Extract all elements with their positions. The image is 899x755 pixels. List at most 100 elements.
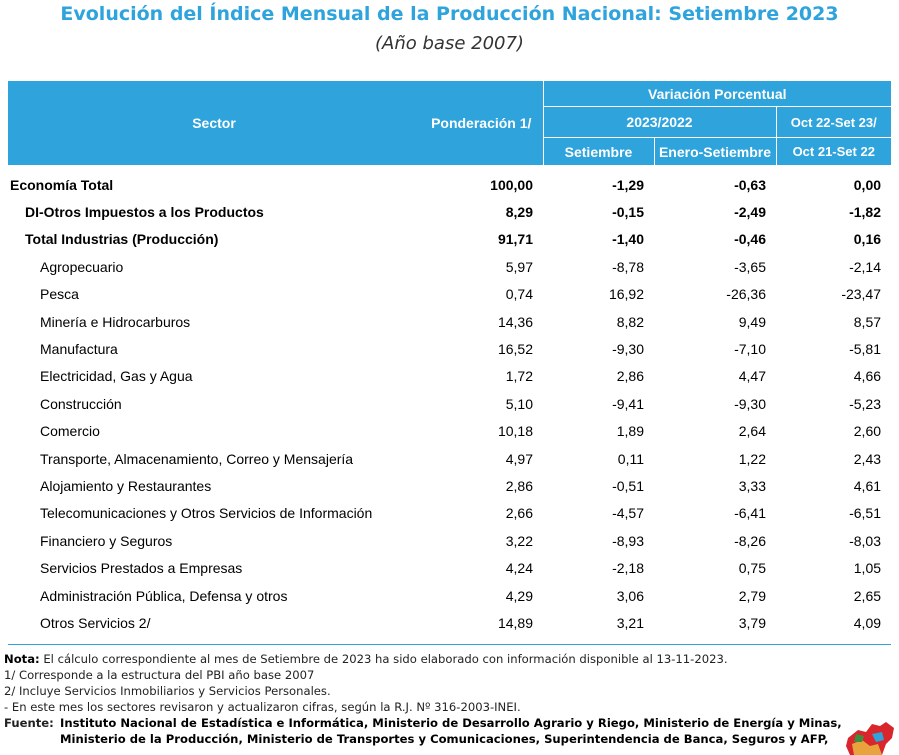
peru-map-icon	[846, 722, 894, 755]
table-row: Administración Pública, Defensa y otros …	[8, 582, 891, 609]
enero-setiembre-cell: 9,49	[738, 313, 766, 330]
anual-cell: 1,05	[853, 560, 882, 577]
ponderacion-cell: 100,00	[490, 176, 533, 193]
header-oct-bottom: Oct 21-Set 22	[775, 137, 892, 165]
setiembre-cell: -4,57	[612, 505, 644, 522]
sector-cell: Telecomunicaciones y Otros Servicios de …	[40, 505, 373, 522]
fuente-text: Instituto Nacional de Estadística e Info…	[60, 715, 842, 747]
ponderacion-cell: 14,89	[497, 614, 533, 631]
anual-cell: -1,82	[849, 204, 882, 221]
enero-setiembre-cell: 4,47	[738, 368, 766, 385]
nota-text: El cálculo correspondiente al mes de Set…	[43, 652, 728, 666]
table-row: Financiero y Seguros 3,22 -8,93 -8,26 -8…	[8, 527, 891, 554]
setiembre-cell: -8,93	[612, 532, 644, 549]
enero-setiembre-cell: -8,26	[734, 532, 766, 549]
setiembre-cell: -1,29	[612, 176, 644, 193]
table-row: Manufactura 16,52 -9,30 -7,10 -5,81	[8, 335, 891, 362]
anual-cell: 4,61	[853, 477, 882, 494]
table-body: Economía Total 100,00 -1,29 -0,63 0,00 D…	[8, 165, 891, 637]
enero-setiembre-cell: -3,65	[734, 258, 766, 275]
notes-section: Nota: El cálculo correspondiente al mes …	[4, 651, 899, 747]
enero-setiembre-cell: 3,33	[738, 477, 766, 494]
table-row: Agropecuario 5,97 -8,78 -3,65 -2,14	[8, 253, 891, 280]
ponderacion-cell: 2,86	[505, 477, 533, 494]
enero-setiembre-cell: -6,41	[734, 505, 766, 522]
fuente-line-2: Ministerio de la Producción, Ministerio …	[60, 732, 829, 746]
table-row: Pesca 0,74 16,92 -26,36 -23,47	[8, 281, 891, 308]
table-row: Minería e Hidrocarburos 14,36 8,82 9,49 …	[8, 308, 891, 335]
ponderacion-cell: 8,29	[505, 204, 533, 221]
setiembre-cell: -0,15	[612, 204, 644, 221]
ponderacion-cell: 2,66	[505, 505, 533, 522]
anual-cell: 2,65	[853, 587, 882, 604]
table-bottom-rule	[8, 644, 891, 645]
anual-cell: -2,14	[849, 258, 882, 275]
anual-cell: 2,60	[853, 423, 882, 440]
setiembre-cell: 2,86	[616, 368, 644, 385]
anual-cell: -5,81	[849, 341, 882, 358]
setiembre-cell: -9,30	[612, 341, 644, 358]
sector-cell: DI-Otros Impuestos a los Productos	[25, 204, 264, 221]
fuente-line-1: Instituto Nacional de Estadística e Info…	[60, 716, 842, 730]
anual-cell: 2,43	[853, 450, 882, 467]
header-period: 2023/2022	[542, 106, 776, 138]
anual-cell: -5,23	[849, 395, 882, 412]
table-row: DI-Otros Impuestos a los Productos 8,29 …	[8, 198, 891, 225]
source-block: Fuente: Instituto Nacional de Estadístic…	[4, 715, 899, 747]
header-setiembre: Setiembre	[542, 137, 654, 165]
page-subtitle: (Año base 2007)	[375, 33, 524, 54]
nota-label: Nota:	[4, 652, 40, 666]
sector-cell: Pesca	[40, 286, 79, 303]
note-2: 2/ Incluye Servicios Inmobiliarios y Ser…	[4, 684, 331, 698]
header-variacion: Variación Porcentual	[542, 81, 892, 107]
sector-cell: Administración Pública, Defensa y otros	[40, 587, 288, 604]
sector-cell: Manufactura	[40, 341, 118, 358]
ponderacion-cell: 4,97	[505, 450, 533, 467]
sector-cell: Transporte, Almacenamiento, Correo y Men…	[40, 450, 354, 467]
anual-cell: 0,00	[853, 176, 882, 193]
note-line: Nota: El cálculo correspondiente al mes …	[4, 651, 899, 667]
table-row: Servicios Prestados a Empresas 4,24 -2,1…	[8, 554, 891, 581]
ponderacion-cell: 91,71	[497, 231, 533, 248]
ponderacion-cell: 5,97	[505, 258, 533, 275]
sector-cell: Servicios Prestados a Empresas	[40, 560, 243, 577]
sector-cell: Minería e Hidrocarburos	[40, 313, 191, 330]
anual-cell: -8,03	[849, 532, 882, 549]
enero-setiembre-cell: -26,36	[726, 286, 766, 303]
note-3: - En este mes los sectores revisaron y a…	[4, 700, 521, 714]
sector-cell: Economía Total	[10, 176, 114, 193]
setiembre-cell: -2,18	[612, 560, 644, 577]
setiembre-cell: 16,92	[608, 286, 644, 303]
setiembre-cell: -0,51	[612, 477, 644, 494]
sector-cell: Agropecuario	[40, 258, 124, 275]
sector-cell: Comercio	[40, 423, 100, 440]
ponderacion-cell: 5,10	[505, 395, 533, 412]
ponderacion-cell: 4,24	[505, 560, 533, 577]
sector-cell: Total Industrias (Producción)	[25, 231, 219, 248]
table-row: Otros Servicios 2/ 14,89 3,21 3,79 4,09	[8, 609, 891, 636]
anual-cell: 4,09	[853, 614, 882, 631]
table-row: Total Industrias (Producción) 91,71 -1,4…	[8, 226, 891, 253]
setiembre-cell: 3,21	[616, 614, 644, 631]
table-header: Sector Ponderación 1/ Variación Porcentu…	[8, 81, 892, 165]
page-title: Evolución del Índice Mensual de la Produ…	[60, 3, 839, 25]
anual-cell: 4,66	[853, 368, 882, 385]
ponderacion-cell: 0,74	[505, 286, 533, 303]
setiembre-cell: -8,78	[612, 258, 644, 275]
setiembre-cell: 1,89	[616, 423, 644, 440]
enero-setiembre-cell: -2,49	[734, 204, 766, 221]
ponderacion-cell: 10,18	[497, 423, 533, 440]
header-oct-top: Oct 22-Set 23/	[775, 106, 892, 138]
ponderacion-cell: 1,72	[505, 368, 533, 385]
enero-setiembre-cell: -0,63	[734, 176, 766, 193]
table-row: Electricidad, Gas y Agua 1,72 2,86 4,47 …	[8, 363, 891, 390]
table-row: Economía Total 100,00 -1,29 -0,63 0,00	[8, 165, 891, 198]
sector-cell: Financiero y Seguros	[40, 532, 173, 549]
setiembre-cell: -1,40	[612, 231, 644, 248]
enero-setiembre-cell: 1,22	[738, 450, 766, 467]
ponderacion-cell: 16,52	[497, 341, 533, 358]
enero-setiembre-cell: 2,64	[738, 423, 766, 440]
anual-cell: 8,57	[853, 313, 882, 330]
fuente-label: Fuente:	[4, 716, 54, 730]
table-row: Comercio 10,18 1,89 2,64 2,60	[8, 418, 891, 445]
